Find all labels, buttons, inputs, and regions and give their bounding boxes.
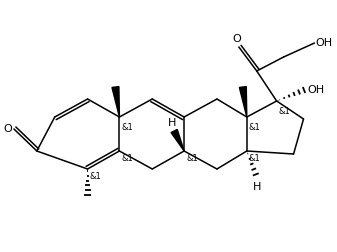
Text: O: O (3, 123, 12, 134)
Polygon shape (171, 130, 184, 151)
Text: &1: &1 (90, 171, 101, 180)
Text: &1: &1 (121, 122, 133, 132)
Text: OH: OH (307, 85, 325, 94)
Polygon shape (112, 87, 119, 117)
Text: H: H (252, 181, 261, 191)
Text: &1: &1 (249, 122, 261, 132)
Text: &1: &1 (186, 153, 198, 162)
Polygon shape (239, 87, 247, 117)
Text: H: H (168, 117, 176, 128)
Text: OH: OH (315, 38, 333, 48)
Text: &1: &1 (279, 107, 290, 115)
Text: O: O (233, 34, 241, 44)
Text: &1: &1 (121, 153, 133, 162)
Text: &1: &1 (249, 153, 261, 162)
